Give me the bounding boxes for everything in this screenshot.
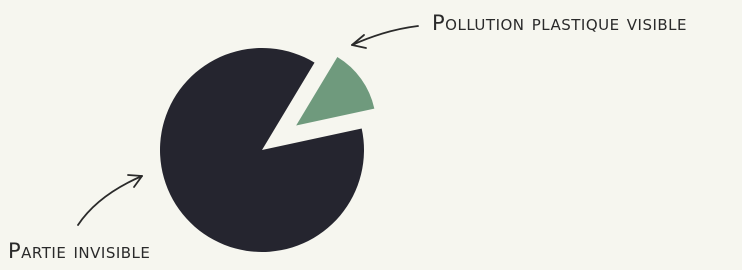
background: [0, 0, 742, 270]
slice-label: Pollution plastique visible: [432, 11, 687, 35]
chart: Pollution plastique visible Partie invis…: [0, 0, 742, 270]
slice-label: Partie invisible: [8, 239, 150, 263]
